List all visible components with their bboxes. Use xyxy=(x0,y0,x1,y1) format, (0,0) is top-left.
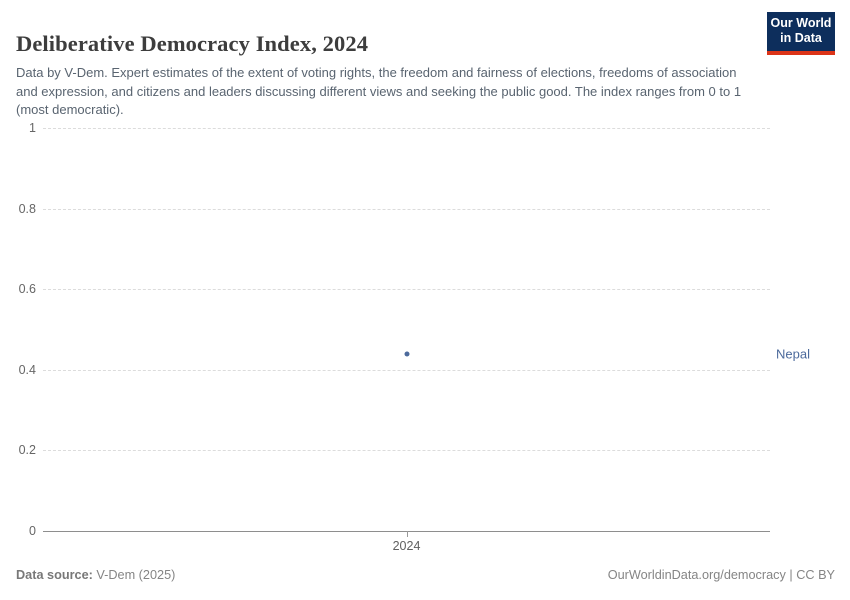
license-link[interactable]: OurWorldinData.org/democracy | CC BY xyxy=(607,568,835,582)
entity-label-nepal[interactable]: Nepal xyxy=(776,346,810,362)
owid-logo[interactable]: Our World in Data xyxy=(767,12,835,55)
y-gridline xyxy=(43,450,770,452)
y-tick-label: 0 xyxy=(29,524,36,538)
data-source-label: Data source: xyxy=(16,568,93,582)
y-tick-label: 0.8 xyxy=(18,201,36,216)
y-gridline xyxy=(43,208,770,210)
data-source-value: V-Dem (2025) xyxy=(92,568,176,582)
y-tick-label: 1 xyxy=(29,121,36,135)
owid-logo-line2: in Data xyxy=(780,31,822,45)
chart-title: Deliberative Democracy Index, 2024 xyxy=(16,31,369,57)
x-tick-label: 2024 xyxy=(392,539,421,553)
data-point-nepal[interactable] xyxy=(404,351,409,357)
owid-logo-line1: Our World xyxy=(770,16,832,30)
y-gridline xyxy=(43,128,770,129)
y-tick-label: 0.4 xyxy=(18,362,36,377)
chart-subtitle: Data by V-Dem. Expert estimates of the e… xyxy=(16,65,742,118)
y-gridline xyxy=(43,369,770,371)
data-source-note: Data source: V-Dem (2025) xyxy=(16,568,175,582)
chart-footer: Data source: V-Dem (2025) OurWorldinData… xyxy=(16,568,835,582)
y-gridline xyxy=(43,289,770,291)
x-tick-mark xyxy=(406,531,408,537)
y-tick-label: 0.6 xyxy=(18,282,36,297)
y-tick-label: 0.2 xyxy=(18,443,36,458)
